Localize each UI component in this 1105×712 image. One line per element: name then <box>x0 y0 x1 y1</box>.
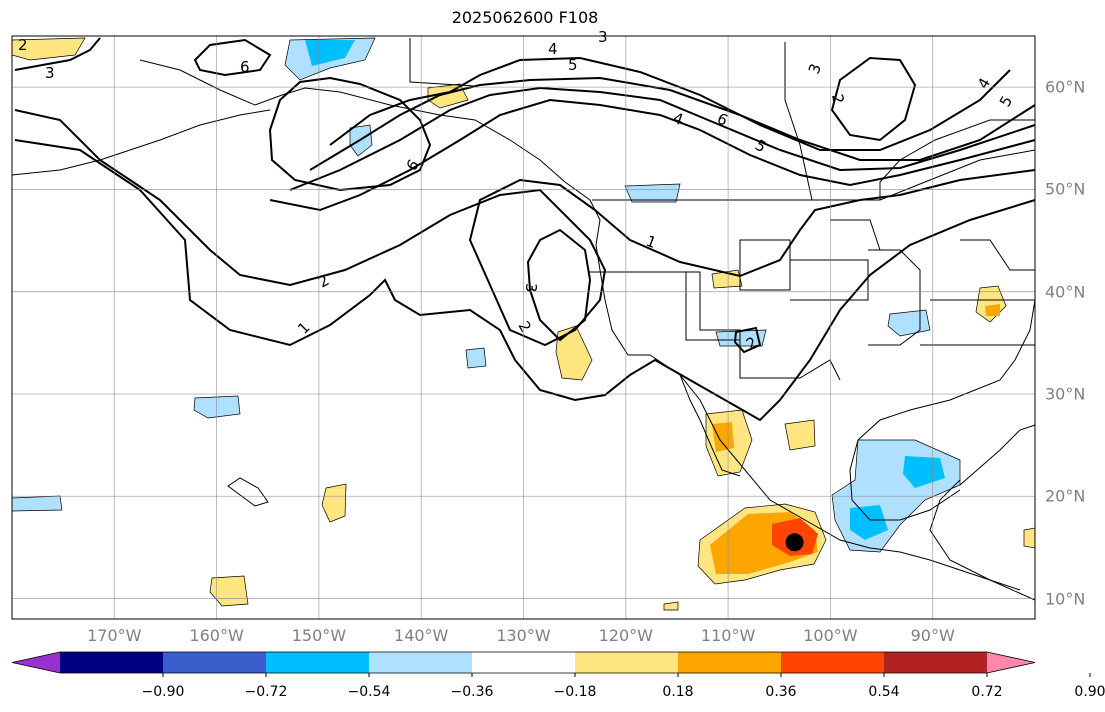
colorbar-segment <box>472 652 576 673</box>
longitude-label: 110°W <box>700 626 756 645</box>
latitude-label: 20°N <box>1045 486 1086 506</box>
colorbar-tick-label: 0.90 <box>1074 684 1105 700</box>
yellow-field-east <box>1023 527 1036 549</box>
colorbar-segment <box>678 652 782 673</box>
colorbar-tick-label: −0.36 <box>450 684 494 700</box>
blue-field-canada <box>624 183 681 203</box>
colorbar-tick-label: 0.36 <box>765 684 797 700</box>
colorbar-tick-label: −0.90 <box>141 684 185 700</box>
contour-5 <box>309 76 1036 171</box>
orange-field-kentucky <box>985 304 1000 316</box>
blue-field-west <box>11 495 63 512</box>
contour-lines <box>14 37 1036 422</box>
yellow-field-texas <box>784 419 816 451</box>
contour-2-small <box>733 326 762 354</box>
colorbar-tick-label: −0.72 <box>244 684 288 700</box>
longitude-label: 160°W <box>189 626 244 645</box>
colorbar-tick-label: 0.72 <box>971 684 1003 700</box>
colorbar-segment <box>781 652 885 673</box>
longitude-label: 90°W <box>910 626 955 645</box>
blue-field-alaska-core <box>305 40 355 66</box>
longitude-label: 130°W <box>496 626 551 645</box>
longitude-label: 120°W <box>598 626 653 645</box>
blue-field-mexico-core <box>850 505 888 540</box>
contour-label: 6 <box>240 58 250 76</box>
contour-label: 4 <box>548 40 558 58</box>
colorbar-segment <box>60 652 164 673</box>
colorbar-outline <box>11 651 1036 674</box>
colorbar <box>11 651 1091 677</box>
yellow-field-small-south <box>663 601 679 611</box>
colorbar-over-extension <box>987 652 1035 673</box>
contour-label: 2 <box>828 93 847 106</box>
longitude-label: 100°W <box>803 626 858 645</box>
yellow-field-pacific-1 <box>321 483 347 523</box>
contour-6-alaska <box>268 76 432 192</box>
contour-4 <box>289 86 1036 191</box>
colorbar-under-extension <box>12 652 60 673</box>
contour-1 <box>14 139 1036 422</box>
longitude-label: 140°W <box>394 626 449 645</box>
contour-label: 3 <box>45 64 55 82</box>
latitude-label: 40°N <box>1045 282 1086 302</box>
contour-2 <box>14 109 1036 347</box>
colorbar-segment <box>575 652 679 673</box>
longitude-label: 150°W <box>291 626 347 645</box>
latitude-label: 10°N <box>1045 589 1086 609</box>
colorbar-tick-label: 0.18 <box>662 684 694 700</box>
contour-north-east <box>830 56 917 142</box>
contour-label: 5 <box>568 56 578 74</box>
colorbar-segment <box>369 652 473 673</box>
latitude-label: 60°N <box>1045 77 1086 97</box>
contour-label: 2 <box>18 36 28 54</box>
contour-3c <box>269 98 1036 212</box>
colorbar-tick-label: −0.54 <box>347 684 391 700</box>
contour-label: 3 <box>598 28 608 46</box>
latitude-label: 50°N <box>1045 179 1086 199</box>
contour-north-small <box>193 38 272 77</box>
map-panel: 1 1 2 2 2 2 2 3 3 3 3 4 4 4 5 5 5 6 6 6 <box>11 28 1036 620</box>
colorbar-segment <box>163 652 267 673</box>
blue-field-pacific-small <box>465 347 487 369</box>
orange-field-baja <box>712 422 734 452</box>
contour-3a <box>14 37 101 71</box>
blue-field-gulf-core <box>903 456 945 488</box>
contour-3b <box>526 228 592 342</box>
colorbar-tick-label: −0.18 <box>553 684 597 700</box>
longitude-label: 170°W <box>87 626 142 645</box>
storm-position-marker <box>785 533 804 552</box>
colorbar-segment <box>884 652 988 673</box>
blue-field-southwest <box>715 329 767 347</box>
gridlines <box>12 36 1035 619</box>
contour-6-loop <box>329 56 1011 151</box>
map-title: 2025062600 F108 <box>451 8 599 27</box>
contour-label: 3 <box>522 283 540 293</box>
colorbar-tick-label: 0.54 <box>868 684 900 700</box>
latitude-label: 30°N <box>1045 384 1086 404</box>
colorbar-segment <box>266 652 370 673</box>
